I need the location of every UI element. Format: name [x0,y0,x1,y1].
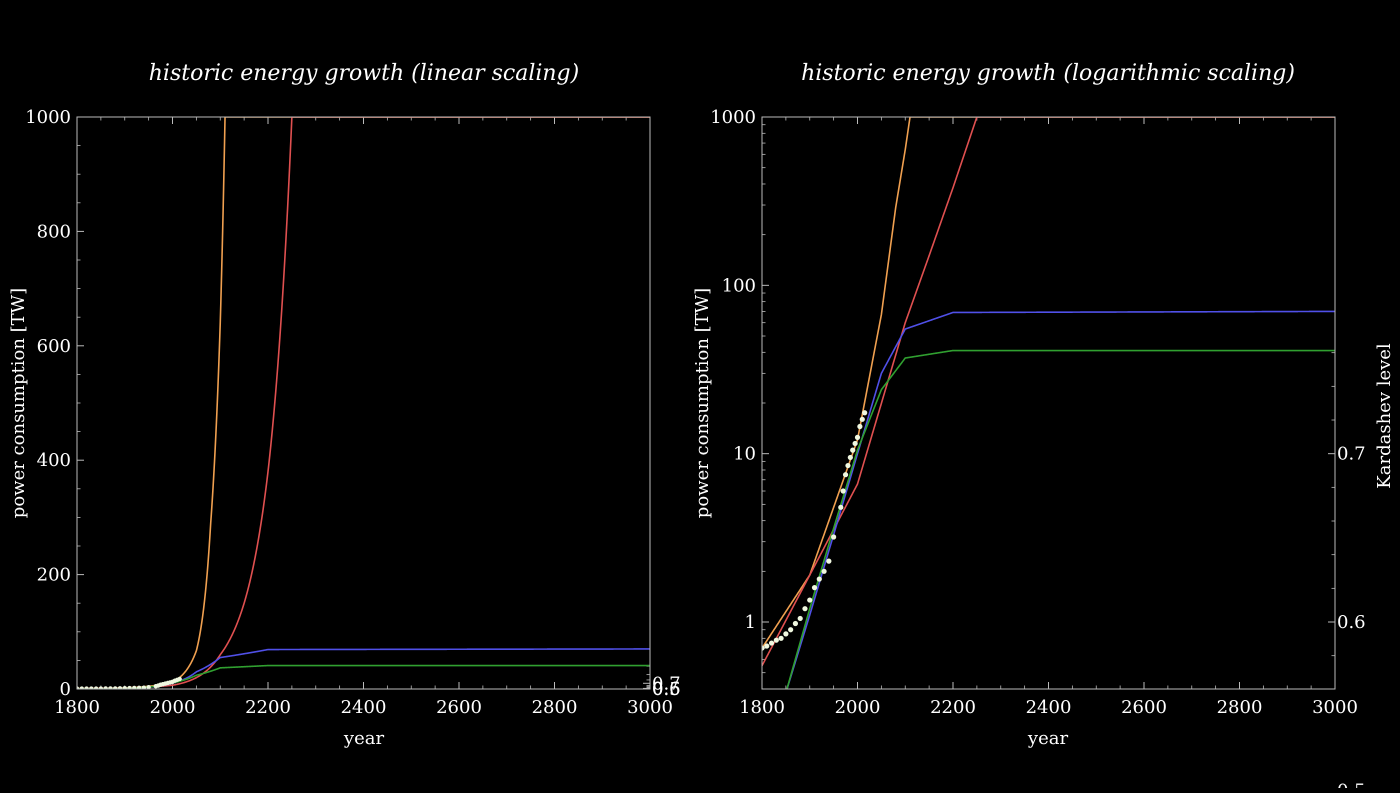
log-plot-area [762,117,1335,689]
log-y-axis-label: power consumption [TW] [692,288,713,518]
log-observed-point [842,472,849,478]
linear-observed-point [177,676,182,682]
log-observed-point [862,410,868,416]
log-chart-title: historic energy growth (logarithmic scal… [801,61,1295,86]
linear-y-axis-label: power consumption [TW] [8,288,29,518]
linear-observed-point [84,686,89,689]
log-observed-point [807,597,813,603]
log-observed-point [764,643,770,649]
linear-y-tick-label: 200 [37,565,71,586]
linear-y-tick-label: 1000 [25,107,71,128]
linear-x-tick-label: 2000 [150,697,196,718]
linear-kardashev-tick-label: 0.6 [652,678,681,699]
log-x-tick-label: 2000 [835,697,881,718]
log-observed-point [802,606,808,612]
log-observed-point [788,627,794,633]
log-observed-point [854,434,861,440]
linear-plot-frame [76,116,651,690]
linear-y-tick-label: 400 [37,450,71,471]
linear-x-tick-label: 1800 [54,697,100,718]
linear-y-tick-label: 600 [37,336,71,357]
log-x-tick-label: 2800 [1217,697,1263,718]
linear-observed-point [132,685,137,689]
linear-kardashev-tick-label: 0.5 [652,679,681,700]
log-observed-point [768,640,775,646]
log-kardashev-tick-label: 0.6 [1337,612,1366,633]
log-observed-point [792,620,799,627]
log-observed-point [831,534,837,540]
log-kardashev-tick-label: 0.5 [1337,780,1366,788]
linear-x-axis-label: year [343,728,385,749]
log-x-tick-label: 1800 [739,697,785,718]
log-observed-point [838,504,844,510]
linear-observed-point [93,686,99,689]
log-observed-point [845,462,851,469]
log-observed-point [762,645,765,651]
linear-observed-point [103,686,108,689]
linear-x-tick-label: 2600 [436,697,482,718]
log-observed-point [850,447,856,453]
linear-observed-point [146,684,151,689]
kardashev-axis-label: Kardashev level [1374,343,1395,489]
log-observed-point [783,631,789,637]
log-series-line-1 [762,117,1335,667]
linear-series-line-1 [77,117,650,689]
linear-x-tick-label: 2400 [341,697,387,718]
log-observed-point [821,568,827,574]
linear-chart-title: historic energy growth (linear scaling) [149,61,579,86]
linear-series-line-0 [77,117,650,689]
log-kardashev-tick-label: 0.7 [1337,444,1366,465]
linear-observed-point [89,686,94,689]
log-chart: historic energy growth (logarithmic scal… [692,61,1395,793]
linear-y-tick-label: 800 [37,221,71,242]
linear-observed-point [79,686,84,689]
log-x-tick-label: 2600 [1121,697,1167,718]
log-x-tick-label: 2400 [1026,697,1072,718]
log-observed-point [847,454,853,461]
log-plot-frame [761,116,1336,690]
log-observed-point [778,635,784,641]
linear-observed-point [108,686,113,689]
linear-observed-point [136,685,142,689]
log-x-tick-label: 3000 [1312,697,1358,718]
linear-observed-point [122,686,127,689]
linear-plot-area [77,117,650,689]
linear-y-tick-label: 0 [60,679,71,700]
log-observed-point [826,558,832,564]
log-y-tick-label: 100 [722,275,756,296]
linear-chart: historic energy growth (linear scaling) … [8,61,681,749]
log-observed-point [811,585,818,591]
log-x-axis-label: year [1027,728,1069,749]
log-y-tick-label: 1 [745,612,756,633]
linear-observed-point [98,686,104,689]
log-x-tick-label: 2200 [930,697,976,718]
log-observed-point [773,637,779,643]
log-observed-point [859,416,865,422]
log-observed-point [852,440,858,447]
linear-observed-point [127,685,132,689]
linear-x-tick-label: 3000 [627,697,673,718]
log-observed-point [797,615,803,622]
linear-x-tick-label: 2800 [532,697,578,718]
log-series-line-0 [762,117,1335,649]
linear-observed-point [113,686,118,689]
linear-observed-point [77,686,80,689]
log-y-tick-label: 1000 [710,107,756,128]
linear-kardashev-tick-label: 0.7 [652,673,681,694]
linear-observed-point [141,685,147,689]
linear-observed-point [117,686,123,689]
log-observed-point [857,423,863,430]
linear-x-tick-label: 2200 [245,697,291,718]
log-series-line-2 [786,310,1335,689]
log-observed-point [816,576,822,582]
log-series-line-3 [786,349,1335,689]
log-observed-point [840,488,846,494]
log-y-tick-label: 10 [733,444,756,465]
